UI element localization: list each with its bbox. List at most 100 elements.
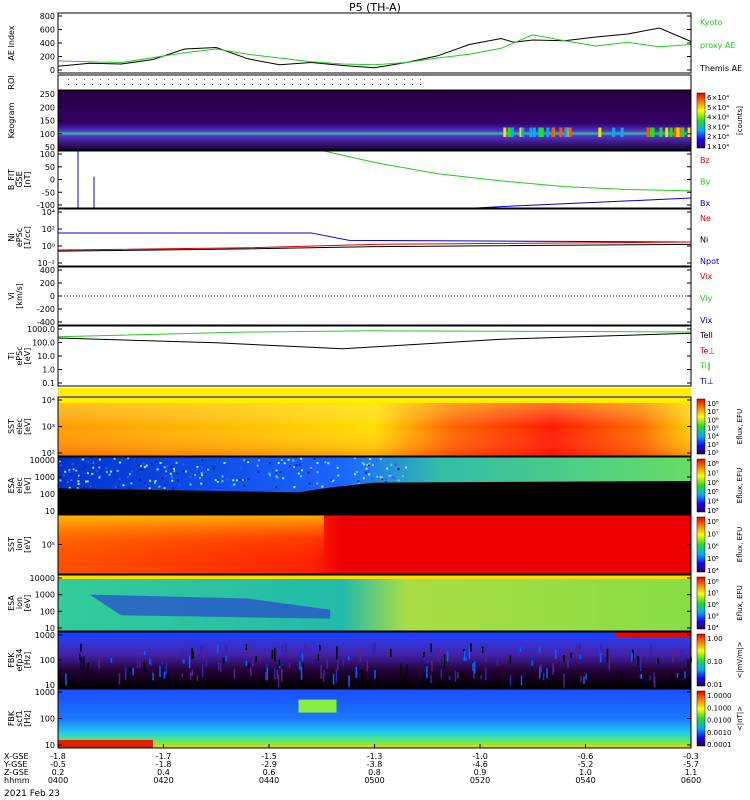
roi-dot (132, 79, 133, 80)
series-themis-ae (57, 27, 692, 69)
colorbar-label: 10⁷ (707, 408, 719, 416)
spectrogram-pixel (90, 460, 93, 463)
colorbar-label: 10⁵ (707, 613, 719, 621)
spectrogram-pixel (632, 649, 634, 662)
x-row-label: X-GSE (4, 752, 29, 761)
legend-entry: Themis AE (699, 64, 742, 73)
spectrogram-pixel (143, 466, 146, 469)
spectrogram-pixel (165, 466, 168, 469)
spectrogram-pixel (152, 672, 154, 681)
keogram-pixel (651, 127, 655, 138)
keogram-pixel (503, 127, 507, 138)
spectrogram-pixel (110, 470, 113, 473)
colorbar (696, 690, 706, 747)
spectrogram-pixel (268, 472, 271, 475)
spectrogram-pixel (470, 643, 472, 652)
colorbar-label: 10⁴ (707, 433, 719, 441)
spectrogram-pixel (327, 462, 330, 465)
roi-dot (132, 84, 133, 85)
y-tick-label: 10³ (42, 423, 55, 432)
spectrogram-pixel (118, 477, 121, 480)
series-npot (58, 232, 692, 243)
spectrogram-pixel (631, 652, 633, 662)
spectrogram-pixel (59, 479, 62, 482)
spectrogram-pixel (443, 654, 446, 668)
spectrogram-pixel (225, 650, 227, 662)
colorbar-label: 10⁵ (707, 555, 719, 563)
x-tick-label: -1.8 (156, 760, 172, 769)
spectrogram-pixel (397, 479, 400, 482)
spectrogram-pixel (351, 471, 354, 474)
spectrogram-pixel (153, 481, 156, 484)
x-tick-label: 0540 (575, 776, 595, 785)
spectrogram-pixel (87, 460, 90, 463)
spectrogram-pixel (312, 466, 315, 469)
roi-dot (180, 79, 181, 80)
legend-entry: Ti‖ (699, 362, 711, 371)
spectrogram-pixel (342, 657, 345, 666)
spectrogram-pixel (75, 469, 78, 472)
colorbar-label: 10⁶ (707, 601, 719, 609)
y-tick-label: 10 (45, 507, 55, 516)
spectrogram-pixel (496, 656, 499, 666)
spectrogram-pixel (394, 463, 397, 466)
panel-frame (57, 150, 692, 209)
legend-entry: Vix (700, 316, 713, 325)
keogram-pixel (521, 127, 525, 138)
colorbar-unit: Eflux, EFU (736, 527, 744, 562)
spectrogram-pixel (175, 461, 178, 464)
y-tick-label: 10000 (30, 574, 55, 583)
spectrogram-pixel (188, 655, 191, 669)
spectrogram-pixel (353, 473, 356, 476)
keogram-pixel (687, 127, 691, 138)
spectrogram-pixel (567, 648, 569, 658)
spectrogram-pixel (301, 458, 304, 461)
spectrogram-header-band (58, 388, 691, 396)
spectrogram-pixel (277, 674, 280, 689)
spectrogram-pixel (386, 467, 389, 470)
plot-title: P5 (TH-A) (349, 1, 401, 14)
spectrogram-pixel (98, 466, 101, 469)
panel-frame (57, 325, 692, 387)
roi-dot (372, 79, 373, 80)
spectrogram-pixel (310, 466, 313, 469)
y-tick-label: 10⁰ (42, 242, 55, 251)
roi-dot (116, 79, 117, 80)
panel-frame (57, 208, 692, 267)
roi-dot (116, 84, 117, 85)
spectrogram-pixel (96, 464, 99, 467)
spectrogram-pixel (284, 482, 287, 485)
spectrogram-pixel (221, 480, 224, 483)
legend-entry: Ti⊥ (699, 377, 714, 386)
spectrogram-pixel (640, 673, 643, 679)
x-tick-label: 0.9 (474, 768, 487, 777)
spectrogram-pixel (468, 646, 471, 660)
keogram-fill (58, 91, 691, 150)
spectrogram-pixel (191, 669, 194, 676)
colorbar-unit: [counts] (736, 106, 744, 135)
spectrogram-pixel (245, 660, 248, 666)
spectrogram-pixel (371, 464, 374, 467)
keogram-pixel (612, 127, 616, 138)
spectrogram-pixel (406, 664, 408, 674)
keogram-pixel (649, 127, 653, 138)
colorbar-label: 10² (707, 449, 719, 457)
spectrogram-pixel (255, 477, 258, 480)
y-axis-label: [eV] (23, 477, 32, 494)
keogram-pixel (676, 127, 680, 138)
spectrogram-pixel (165, 470, 168, 473)
y-axis-label: Keogram (7, 102, 16, 138)
y-axis-label: [Hz] (23, 710, 32, 726)
spectrogram-pixel (116, 469, 119, 472)
spectrogram-pixel (148, 487, 151, 490)
y-tick-label: 400 (40, 39, 55, 48)
roi-dot (396, 79, 397, 80)
spectrogram-pixel (473, 669, 475, 679)
spectrogram-pixel (509, 674, 512, 686)
spectrogram-pixel (127, 457, 130, 460)
legend-entry: Bx (700, 199, 710, 208)
roi-dot (348, 84, 349, 85)
spectrogram-pixel (163, 671, 166, 679)
spectrogram-pixel (131, 470, 134, 473)
spectrogram-pixel (390, 463, 393, 466)
